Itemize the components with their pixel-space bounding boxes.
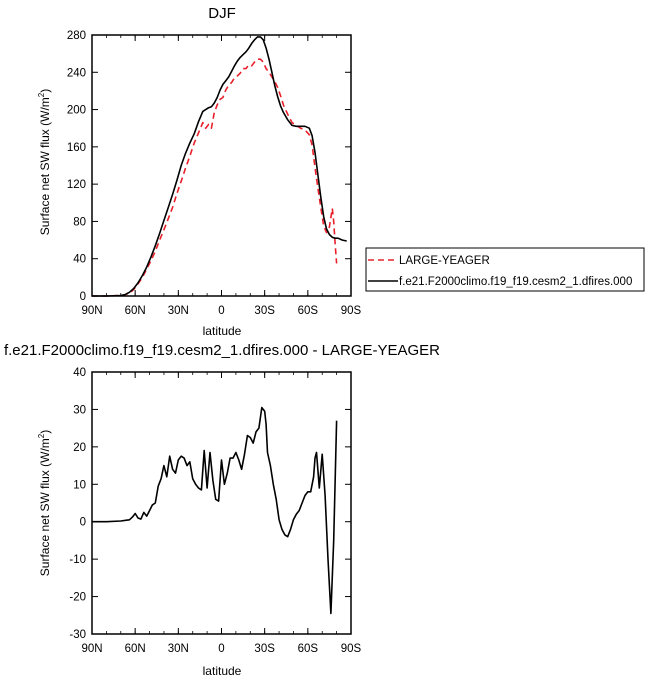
legend-label-large-yeager: LARGE-YEAGER bbox=[399, 255, 490, 267]
legend-label-cesm2: f.e21.F2000climo.f19_f19.cesm2_1.dfires.… bbox=[399, 276, 632, 288]
y-tick-label: 280 bbox=[67, 30, 86, 42]
x-tick-label: 30S bbox=[254, 643, 275, 655]
y-tick-label: 0 bbox=[80, 517, 86, 529]
y-tick-label: 200 bbox=[67, 105, 86, 117]
x-tick-label: 0 bbox=[218, 643, 224, 655]
y-tick-label: -30 bbox=[69, 629, 86, 641]
bottom-x-axis-label: latitude bbox=[203, 664, 242, 678]
y-tick-label: 20 bbox=[73, 442, 86, 454]
top-y-axis-label: Surface net SW flux (W/m2) bbox=[37, 89, 52, 235]
bottom-y-axis-label: Surface net SW flux (W/m2) bbox=[37, 430, 52, 576]
y-tick-label: 40 bbox=[73, 367, 86, 379]
y-tick-label: -10 bbox=[69, 554, 86, 566]
x-tick-label: 0 bbox=[218, 305, 224, 317]
x-tick-label: 60N bbox=[125, 305, 146, 317]
x-tick-label: 60S bbox=[298, 643, 319, 655]
y-tick-label: 10 bbox=[73, 479, 86, 491]
top-plot-frame bbox=[91, 34, 352, 297]
y-tick-label: 40 bbox=[73, 254, 86, 266]
legend: LARGE-YEAGER f.e21.F2000climo.f19_f19.ce… bbox=[365, 247, 645, 292]
svg-text:Surface net SW flux (W/m2): Surface net SW flux (W/m2) bbox=[37, 430, 52, 576]
y-tick-label: 160 bbox=[67, 142, 86, 154]
x-tick-label: 60S bbox=[298, 305, 319, 317]
series-line-0-0 bbox=[92, 58, 338, 297]
y-tick-label: -20 bbox=[69, 592, 86, 604]
x-tick-label: 60N bbox=[125, 643, 146, 655]
legend-box bbox=[365, 247, 645, 292]
y-tick-label: 80 bbox=[73, 216, 86, 228]
bottom-chart-title: f.e21.F2000climo.f19_f19.cesm2_1.dfires.… bbox=[4, 342, 440, 359]
x-tick-label: 30N bbox=[168, 305, 189, 317]
x-tick-label: 90N bbox=[81, 305, 102, 317]
y-tick-label: 240 bbox=[67, 67, 86, 79]
bottom-plot-frame bbox=[91, 371, 352, 635]
x-tick-label: 30S bbox=[254, 305, 275, 317]
top-panel: DJF Surface net SW flux (W/m2) latitude … bbox=[37, 5, 362, 338]
bottom-panel: f.e21.F2000climo.f19_f19.cesm2_1.dfires.… bbox=[4, 342, 440, 678]
x-tick-label: 90N bbox=[81, 643, 102, 655]
series-line-1-0 bbox=[92, 406, 338, 615]
x-tick-label: 90S bbox=[341, 305, 362, 317]
y-tick-label: 0 bbox=[80, 291, 86, 303]
y-tick-label: 30 bbox=[73, 404, 86, 416]
y-tick-label: 120 bbox=[67, 179, 86, 191]
series-line-0-1 bbox=[92, 36, 347, 297]
top-chart-title: DJF bbox=[208, 5, 236, 22]
top-x-axis-label: latitude bbox=[203, 324, 242, 338]
x-tick-label: 90S bbox=[341, 643, 362, 655]
svg-text:Surface net SW flux (W/m2): Surface net SW flux (W/m2) bbox=[37, 89, 52, 235]
x-tick-label: 30N bbox=[168, 643, 189, 655]
